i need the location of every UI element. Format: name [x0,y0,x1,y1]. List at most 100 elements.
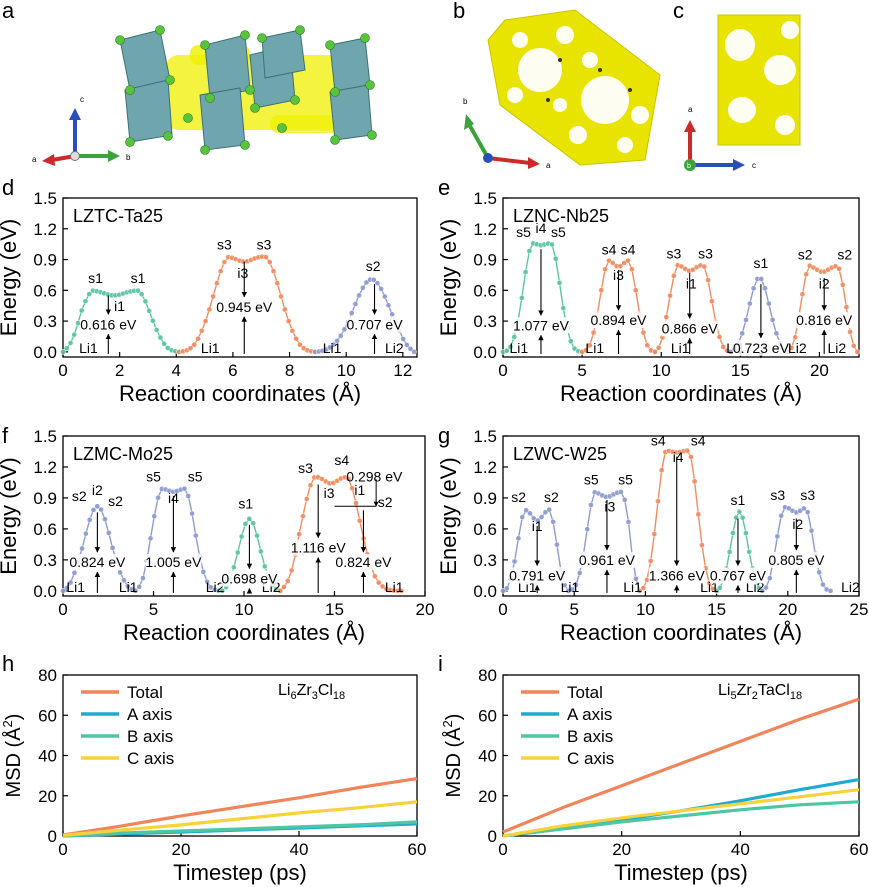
energy-data-point [356,517,363,524]
y-tick-label: 40 [38,747,57,766]
energy-data-point [214,280,220,287]
energy-data-point [242,521,249,527]
energy-data-point [278,293,284,300]
barrier-energy-label: 0.707 eV [346,316,403,332]
energy-data-point [573,582,579,588]
site-label: s3 [800,487,815,503]
barrier-energy-label: 0.961 eV [579,552,636,568]
barrier-energy-label: 0.824 eV [69,554,126,570]
barrier-energy-label: 0.791 eV [509,567,566,583]
chart-title: LZTC-Ta25 [73,206,163,226]
y-tick-label: 0.6 [473,520,497,539]
formula-subscript: 5 [730,690,736,702]
energy-data-point [293,335,300,342]
energy-data-point [307,482,314,489]
barrier-energy-label: 1.077 eV [513,317,570,333]
energy-data-point [136,583,143,590]
energy-data-point [195,335,201,342]
energy-data-point [153,327,160,333]
energy-data-point [411,349,418,355]
y-tick-label: 0.3 [473,551,497,570]
barrier-label-bg [796,312,853,329]
site-label: s3 [217,236,232,252]
legend-label: B axis [127,727,173,746]
site-label: Li2 [828,340,847,356]
x-tick-label: 0 [58,600,67,619]
axis-b-label: b [126,153,131,162]
energy-data-point [552,255,559,262]
barrier-energy-label: 0.816 eV [796,312,853,328]
site-label: Li1 [79,340,98,356]
energy-data-point [617,263,624,269]
energy-data-point [187,345,194,352]
formula-subscript: 18 [790,690,802,702]
chart-title: LZMC-Mo25 [73,444,173,464]
energy-data-point [348,310,355,316]
y-tick-label: 1.2 [473,458,497,477]
energy-data-point [504,585,510,592]
energy-data-point [274,280,281,287]
energy-data-point [801,505,807,512]
energy-data-point [750,285,757,292]
y-axis-label-sup: 2 [0,720,15,727]
energy-data-point [234,549,241,556]
energy-data-point [716,334,723,340]
x-tick-label: 60 [850,840,869,859]
axis-triad-a: c b a [32,95,131,166]
energy-data-point [839,281,846,288]
chart-d-energy-profile: 0 2 4 6 8 10 12 0.0 0.3 0.6 0.9 1.2 1.5 Reaction coor… [0,189,418,406]
site-label: s2 [378,494,393,510]
x-tick-label: 0 [498,840,507,859]
site-label: Li2 [788,340,807,356]
energy-data-point [759,587,766,594]
energy-data-point [284,578,291,584]
y-axis-label-sup: 2 [440,720,455,727]
axis-c-label: c [80,95,84,104]
energy-data-point [598,287,605,294]
energy-data-point [206,306,213,313]
x-tick-label: 10 [652,361,671,380]
barrier-label-bg [145,554,202,571]
energy-data-point [691,478,698,485]
y-tick-label: 0.9 [473,251,497,270]
y-tick-label: 0.0 [33,582,57,601]
site-label: Li1 [561,579,580,595]
x-tick-label: 10 [235,600,254,619]
energy-data-point [147,535,154,542]
energy-data-point [549,241,555,248]
plot-frame [62,674,418,837]
legend-label: A axis [567,705,612,724]
energy-data-point [843,304,850,311]
x-tick-label: 20 [416,600,435,619]
energy-data-point [198,327,205,334]
energy-data-point [515,535,522,542]
energy-data-point [554,541,560,548]
barrier-energy-label: 0.824 eV [335,554,392,570]
msd-series-c-axis [62,800,418,837]
energy-data-point [743,530,749,536]
energy-data-point [86,516,93,523]
energy-data-point [155,494,161,501]
barrier-label-bg [768,552,825,568]
panel-label-h: h [2,651,14,676]
energy-data-point [730,530,736,536]
energy-data-point [847,329,853,335]
energy-data-point [300,513,306,519]
y-tick-label: 0.9 [33,251,57,270]
x-tick-label: 0 [498,600,507,619]
x-tick-label: 0 [58,361,67,380]
energy-data-point [663,314,670,320]
energy-data-point [647,558,654,564]
energy-data-point [71,331,78,338]
energy-data-point [556,279,563,286]
energy-data-point [671,272,677,279]
energy-data-point [231,564,237,571]
energy-data-point [261,563,268,570]
x-tick-label: 40 [731,840,750,859]
axis-a-label: a [688,105,693,114]
energy-data-point [296,531,302,537]
energy-data-point [695,511,702,518]
energy-data-point [400,336,407,342]
chart-f-energy-profile: 0 5 10 15 20 0.0 0.3 0.6 0.9 1.2 1.5 Reaction coord… [0,427,434,645]
x-tick-label: 12 [393,361,412,380]
